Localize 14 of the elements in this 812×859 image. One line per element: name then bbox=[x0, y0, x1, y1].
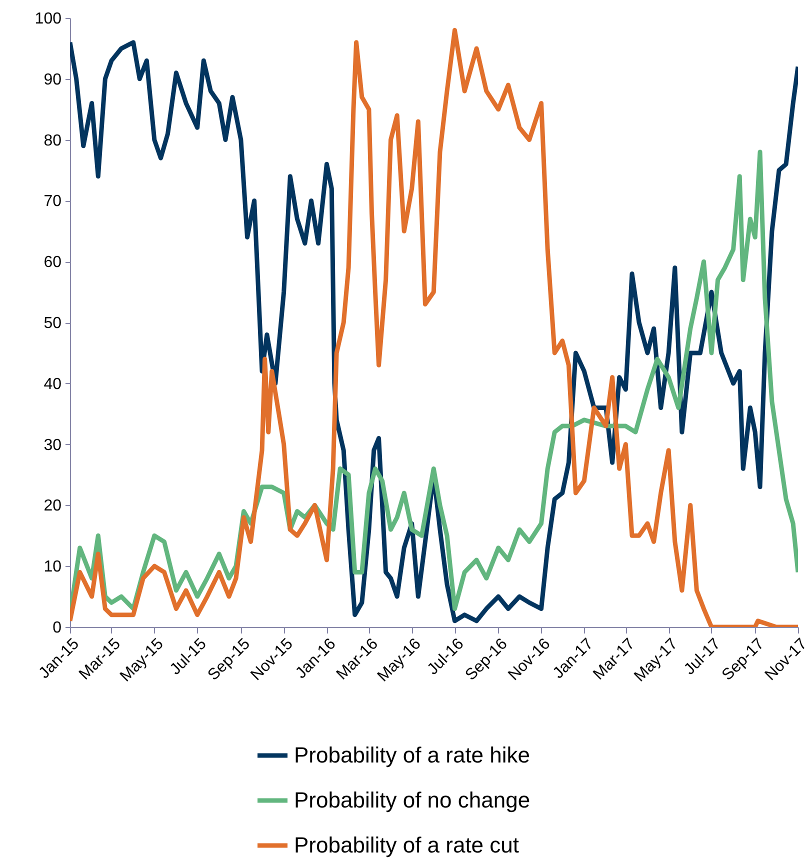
y-tick-label: 10 bbox=[44, 558, 62, 576]
y-tick-label: 90 bbox=[44, 71, 62, 88]
y-tick-label: 40 bbox=[44, 376, 62, 393]
legend-label: Probability of a rate hike bbox=[294, 742, 530, 768]
legend-label: Probability of a rate cut bbox=[294, 832, 520, 858]
y-tick-label: 100 bbox=[34, 10, 62, 28]
y-tick-label: 70 bbox=[44, 193, 62, 210]
y-tick-label: 20 bbox=[44, 498, 62, 515]
y-tick-label: 50 bbox=[44, 315, 62, 332]
y-tick-label: 60 bbox=[44, 254, 62, 272]
y-tick-label: 0 bbox=[52, 620, 62, 636]
legend-label: Probability of no change bbox=[294, 788, 530, 812]
y-tick-label: 80 bbox=[44, 132, 62, 150]
y-tick-label: 30 bbox=[44, 436, 62, 454]
